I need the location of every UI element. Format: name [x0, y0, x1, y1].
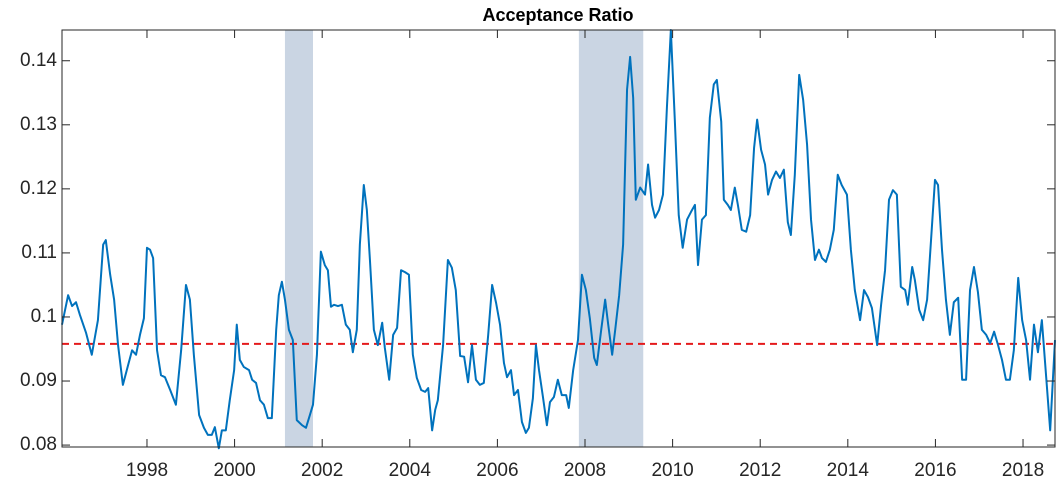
y-tick-label: 0.11	[21, 242, 57, 263]
x-tick-label: 2014	[827, 460, 870, 481]
x-tick-label: 2000	[213, 460, 255, 481]
y-tick-label: 0.14	[20, 50, 57, 71]
x-tick-label: 2010	[651, 460, 693, 481]
chart-title: Acceptance Ratio	[482, 5, 633, 25]
y-tick-label: 0.08	[20, 434, 57, 455]
y-tick-label: 0.09	[20, 370, 57, 391]
x-tick-label: 2006	[476, 460, 518, 481]
x-tick-label: 2012	[739, 460, 781, 481]
y-tick-label: 0.13	[20, 114, 57, 135]
x-tick-label: 2002	[301, 460, 343, 481]
axes-box	[61, 29, 1056, 448]
x-tick-label: 2016	[914, 460, 956, 481]
x-tick-label: 2018	[1002, 460, 1044, 481]
shaded-region	[284, 30, 313, 447]
x-tick-label: 2008	[564, 460, 606, 481]
data-line	[61, 29, 1056, 450]
x-tick-label: 1998	[126, 460, 168, 481]
y-tick-label: 0.12	[20, 178, 57, 199]
x-tick-label: 2004	[389, 460, 432, 481]
y-tick-label: 0.1	[31, 306, 57, 327]
